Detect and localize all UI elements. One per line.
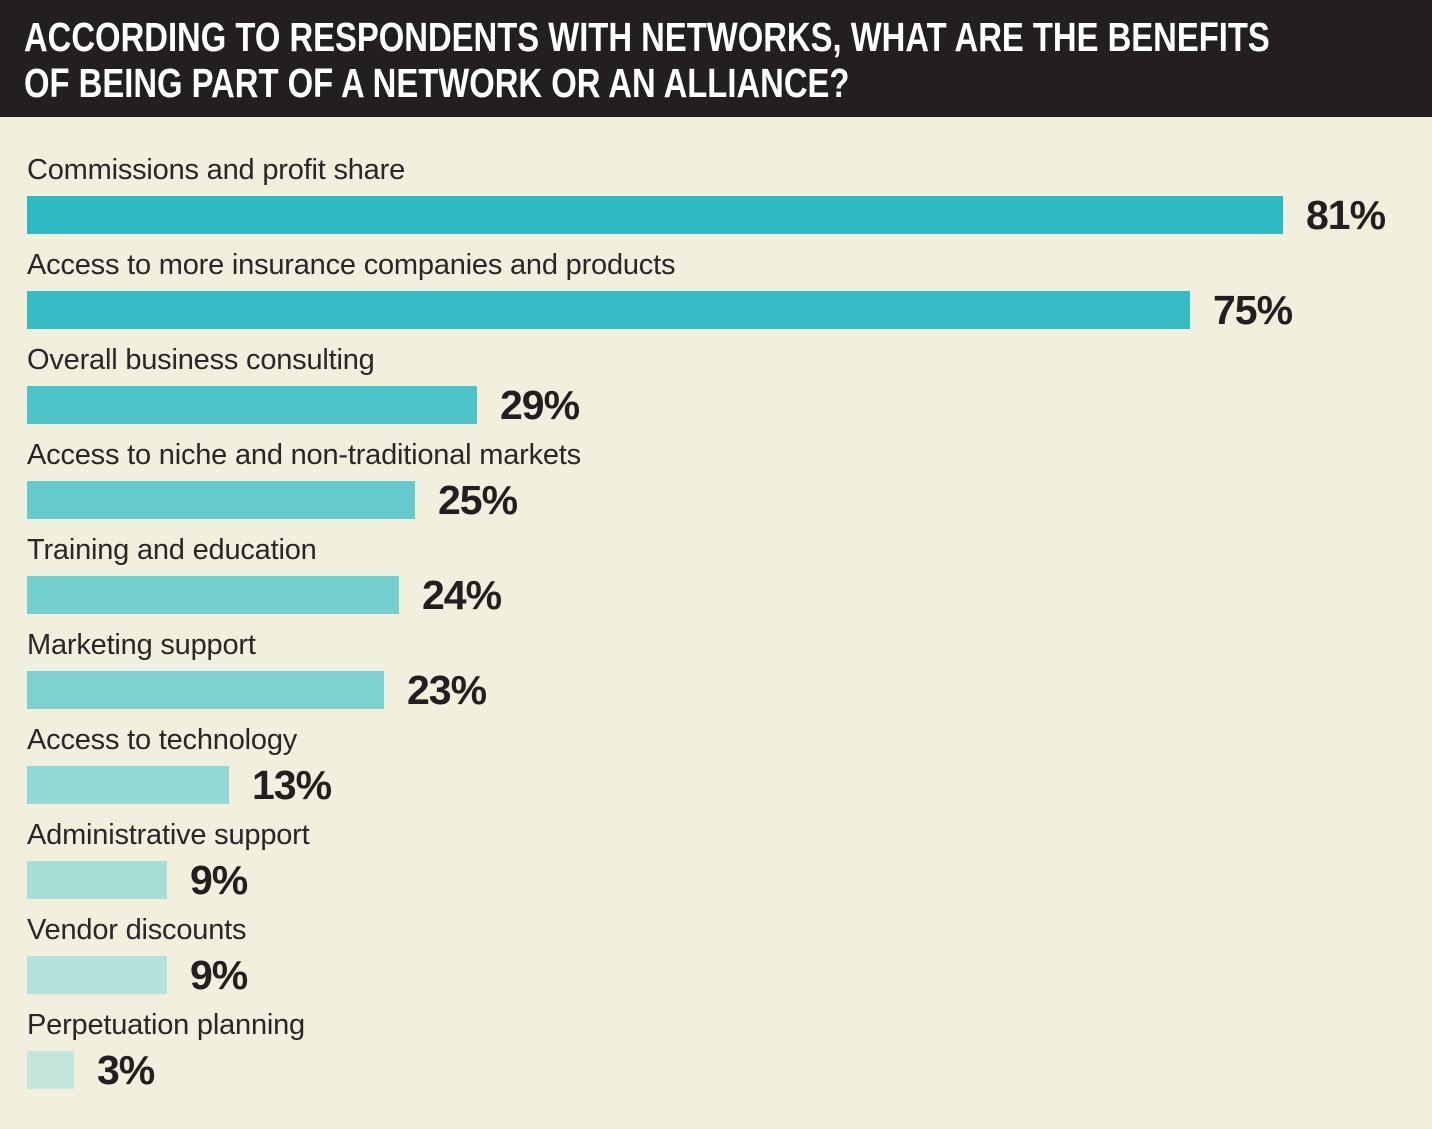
bar [27, 861, 167, 899]
bar-line: 9% [27, 857, 1405, 903]
value-label: 9% [190, 952, 248, 998]
bar-line: 29% [27, 382, 1405, 428]
chart-row: Marketing support 23% [27, 627, 1405, 713]
value-label: 13% [252, 762, 332, 808]
value-label: 3% [97, 1047, 155, 1093]
value-label: 25% [438, 477, 518, 523]
value-label: 23% [407, 667, 487, 713]
chart-row: Access to niche and non-traditional mark… [27, 437, 1405, 523]
chart-header: ACCORDING TO RESPONDENTS WITH NETWORKS, … [0, 0, 1432, 117]
bar-line: 23% [27, 667, 1405, 713]
bar-line: 81% [27, 192, 1405, 238]
bar-line: 13% [27, 762, 1405, 808]
bar [27, 576, 399, 614]
value-label: 81% [1306, 192, 1386, 238]
value-label: 29% [500, 382, 580, 428]
value-label: 24% [422, 572, 502, 618]
chart-title-line1: ACCORDING TO RESPONDENTS WITH NETWORKS, … [24, 14, 1270, 60]
bar [27, 481, 415, 519]
category-label: Vendor discounts [27, 914, 247, 946]
bar [27, 386, 477, 424]
chart-row: Perpetuation planning 3% [27, 1007, 1405, 1093]
bar-line: 9% [27, 952, 1405, 998]
bar-line: 25% [27, 477, 1405, 523]
chart-row: Administrative support 9% [27, 817, 1405, 903]
category-label: Overall business consulting [27, 344, 375, 376]
bar-line: 3% [27, 1047, 1405, 1093]
bar [27, 956, 167, 994]
category-label: Access to technology [27, 724, 298, 756]
bar [27, 766, 229, 804]
bar-line: 24% [27, 572, 1405, 618]
category-label: Training and education [27, 534, 317, 566]
chart-row: Training and education 24% [27, 532, 1405, 618]
category-label: Commissions and profit share [27, 154, 405, 186]
bar-chart: Commissions and profit share 81% Access … [0, 117, 1432, 1093]
chart-row: Vendor discounts 9% [27, 912, 1405, 998]
category-label: Access to niche and non-traditional mark… [27, 439, 581, 471]
category-label: Administrative support [27, 819, 310, 851]
category-label: Marketing support [27, 629, 256, 661]
chart-row: Commissions and profit share 81% [27, 152, 1405, 238]
bar-line: 75% [27, 287, 1405, 333]
value-label: 75% [1213, 287, 1293, 333]
bar [27, 291, 1190, 329]
chart-row: Access to more insurance companies and p… [27, 247, 1405, 333]
chart-row: Access to technology 13% [27, 722, 1405, 808]
chart-title: ACCORDING TO RESPONDENTS WITH NETWORKS, … [24, 14, 1270, 106]
category-label: Access to more insurance companies and p… [27, 249, 676, 281]
bar [27, 1051, 74, 1089]
value-label: 9% [190, 857, 248, 903]
bar [27, 196, 1283, 234]
category-label: Perpetuation planning [27, 1009, 305, 1041]
chart-row: Overall business consulting 29% [27, 342, 1405, 428]
chart-title-line2: OF BEING PART OF A NETWORK OR AN ALLIANC… [24, 60, 850, 106]
bar [27, 671, 384, 709]
